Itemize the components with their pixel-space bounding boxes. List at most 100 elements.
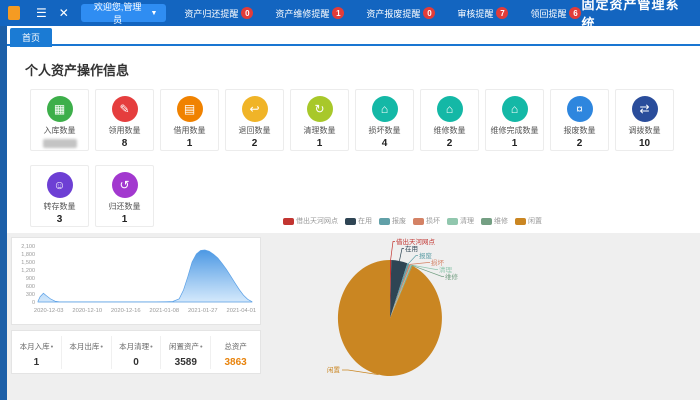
stat-label-row: 总资产 (211, 336, 260, 354)
stat-card[interactable]: ▦ 入库数量 (30, 89, 89, 151)
house-repair-icon: ⌂ (436, 96, 463, 122)
stat-value: 3589 (174, 356, 197, 368)
reminder-menu-item[interactable]: 资产维修提醒 1 (275, 7, 345, 20)
close-icon[interactable]: ✕ (58, 6, 69, 20)
card-value: 1 (316, 138, 323, 149)
charts-region: 0 300 600 900 1,200 1,500 1,800 2,100 2020-12-03… (7, 233, 700, 400)
welcome-text: 欢迎您,管理员 (93, 2, 142, 25)
pie-label-leader (408, 255, 418, 264)
legend-label: 损坏 (426, 218, 440, 225)
pie-label: 在用 (405, 244, 418, 253)
legend-label: 借出天河网点 (296, 218, 338, 225)
x-tick-label: 2021-01-27 (188, 308, 218, 314)
pie-slice[interactable] (390, 260, 408, 318)
legend-item[interactable]: 清理 (447, 216, 474, 226)
area-chart-panel: 0 300 600 900 1,200 1,500 1,800 2,100 2020-12-03… (11, 237, 261, 325)
document-icon: ✎ (111, 96, 138, 122)
legend-item[interactable]: 报废 (379, 216, 406, 226)
stat-card[interactable]: ↺ 归还数量 1 (95, 165, 154, 227)
stat-card[interactable]: ▤ 借用数量 1 (160, 89, 219, 151)
notification-badge: 0 (241, 7, 254, 19)
pie-slice[interactable] (390, 265, 413, 318)
line-chart-icon: ↩ (241, 96, 268, 122)
stat-item: 本月出库• (60, 335, 111, 369)
menu-item-label: 资产报废提醒 (366, 8, 421, 19)
y-tick-label: 0 (32, 300, 35, 306)
reminder-menu-item[interactable]: 资产归还提醒 0 (184, 7, 254, 20)
cards-row-2: ☺ 转存数量 3 ↺ 归还数量 1 (30, 165, 700, 227)
stat-card[interactable]: ⌂ 维修完成数量 1 (485, 89, 544, 151)
house-check-icon: ⌂ (501, 96, 528, 122)
stat-label-row: 本月出库• (62, 336, 111, 354)
stat-item: 总资产 3863 (210, 335, 260, 369)
pie-slice[interactable] (390, 259, 392, 318)
chevron-down-icon: ▼ (150, 9, 158, 17)
legend-label: 在用 (358, 218, 372, 225)
stat-label: 本月清理 (119, 341, 150, 351)
card-value: 1 (186, 138, 193, 149)
card-label: 损坏数量 (368, 126, 401, 135)
stat-label: 总资产 (224, 341, 247, 351)
stat-card[interactable]: ¤ 报废数量 2 (550, 89, 609, 151)
card-label: 领用数量 (108, 126, 141, 135)
stat-card[interactable]: ⌂ 维修数量 2 (420, 89, 479, 151)
legend-item[interactable]: 闲置 (515, 216, 542, 226)
user-dropdown[interactable]: 欢迎您,管理员 ▼ (80, 2, 167, 25)
person-icon: ☺ (46, 172, 73, 198)
reminder-menu-item[interactable]: 领回提醒 6 (530, 7, 582, 20)
pie-slice[interactable] (390, 263, 410, 318)
clean-icon: ↻ (306, 96, 333, 122)
stats-bar: 本月入库• 1 本月出库• 本月清理• 0 闲置资产• 3589 总资产 3863 (11, 330, 261, 374)
stat-card[interactable]: ↻ 清理数量 1 (290, 89, 349, 151)
card-value: 2 (446, 138, 453, 149)
card-value: 3 (56, 214, 63, 225)
stat-item: 本月入库• 1 (12, 336, 61, 369)
card-label: 入库数量 (43, 126, 76, 135)
pie-slice[interactable] (390, 264, 411, 318)
legend-item[interactable]: 维修 (481, 216, 508, 226)
area-chart: 0 300 600 900 1,200 1,500 1,800 2,100 2020-12-03… (21, 244, 256, 314)
pie-label: 借出天河网点 (396, 237, 436, 246)
area-series (37, 249, 253, 303)
legend-label: 闲置 (528, 218, 542, 225)
stat-item: 闲置资产• 3589 (160, 335, 210, 369)
sidebar-strip[interactable] (0, 26, 7, 400)
stat-card[interactable]: ☺ 转存数量 3 (30, 165, 89, 227)
card-value: 2 (576, 138, 583, 149)
stat-card[interactable]: ↩ 退回数量 2 (225, 89, 284, 151)
reminder-menu-item[interactable]: 资产报废提醒 0 (366, 7, 436, 20)
tab-bar: 首页 (0, 26, 700, 47)
stat-card[interactable]: ⌂ 损坏数量 4 (355, 89, 414, 151)
legend-label: 报废 (392, 218, 406, 225)
tab-home[interactable]: 首页 (10, 28, 53, 47)
stat-dot: • (199, 341, 203, 351)
legend-item[interactable]: 在用 (345, 216, 372, 226)
stat-dot: • (100, 341, 104, 351)
pie-label-leader (409, 262, 430, 265)
card-label: 报废数量 (563, 126, 596, 135)
legend-swatch (345, 217, 356, 225)
hamburger-menu-icon[interactable]: ☰ (36, 6, 47, 20)
pie-label: 维修 (445, 272, 459, 281)
pie-slice[interactable] (390, 264, 412, 318)
legend-item[interactable]: 借出天河网点 (283, 216, 338, 226)
reminder-menu-item[interactable]: 审核提醒 7 (457, 7, 509, 20)
stat-card[interactable]: ⇄ 调拨数量 10 (615, 89, 674, 151)
pie-label: 闲置 (327, 365, 341, 374)
legend-item[interactable]: 损坏 (413, 216, 440, 226)
pie-slice[interactable] (337, 259, 442, 376)
stat-card[interactable]: ✎ 领用数量 8 (95, 89, 154, 151)
card-label: 退回数量 (238, 126, 271, 135)
notification-badge: 0 (423, 7, 436, 19)
y-tick-label: 2,100 (21, 244, 35, 250)
legend-label: 维修 (494, 218, 508, 225)
card-value: 4 (381, 138, 388, 149)
money-bag-icon: ¤ (566, 96, 593, 122)
legend-swatch (283, 217, 294, 225)
pie-label-leader (342, 369, 379, 375)
x-tick-label: 2020-12-03 (34, 308, 64, 314)
legend-swatch (515, 217, 526, 225)
notification-badge: 6 (569, 7, 582, 19)
stat-value: 1 (33, 356, 40, 368)
